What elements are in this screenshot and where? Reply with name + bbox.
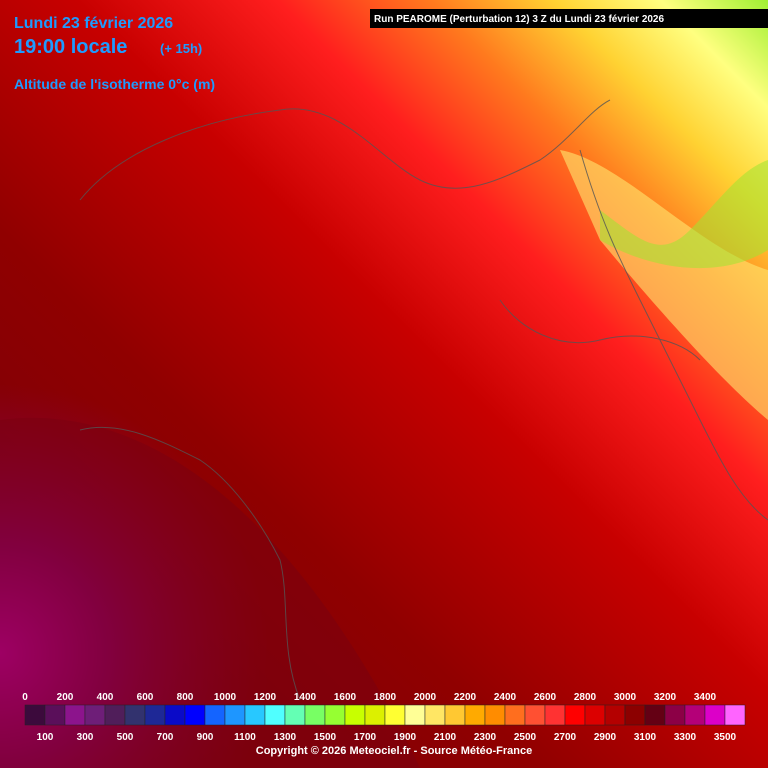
legend-swatch [64, 704, 86, 726]
legend-label: 900 [197, 732, 214, 743]
legend-label: 600 [137, 692, 154, 703]
legend-swatch [204, 704, 226, 726]
legend-swatch [184, 704, 206, 726]
legend-swatch [544, 704, 566, 726]
legend-swatch [704, 704, 726, 726]
legend-swatch [464, 704, 486, 726]
legend-label: 400 [97, 692, 114, 703]
legend-label: 3300 [674, 732, 697, 743]
legend-swatch [244, 704, 266, 726]
legend-label: 2000 [414, 692, 437, 703]
isotherm-band [600, 160, 768, 269]
legend-swatch [504, 704, 526, 726]
legend-swatch [684, 704, 706, 726]
offset: (+ 15h) [160, 41, 202, 56]
border [579, 149, 768, 521]
border [499, 299, 701, 361]
legend: 0 200 400 600 800 1000 1200 1400 1600 1800 2000 220… [22, 692, 746, 743]
legend-swatch [564, 704, 586, 726]
legend-label: 0 [22, 692, 28, 703]
legend-label: 1700 [354, 732, 377, 743]
legend-swatch [344, 704, 366, 726]
copyright: Copyright © 2026 Meteociel.fr - Source M… [256, 745, 532, 757]
coastline [79, 426, 301, 701]
legend-label: 200 [57, 692, 74, 703]
run-info: Run PEAROME (Perturbation 12) 3 Z du Lun… [374, 14, 664, 25]
legend-label: 3100 [634, 732, 657, 743]
legend-label: 1300 [274, 732, 297, 743]
isotherm-band [0, 417, 420, 768]
legend-label: 700 [157, 732, 174, 743]
legend-swatch [44, 704, 66, 726]
legend-swatch [484, 704, 506, 726]
time: 19:00 locale [14, 36, 127, 58]
legend-swatch [264, 704, 286, 726]
coastline [79, 99, 611, 201]
legend-label: 3500 [714, 732, 737, 743]
legend-label: 800 [177, 692, 194, 703]
legend-swatch [224, 704, 246, 726]
legend-swatch [424, 704, 446, 726]
legend-swatch [404, 704, 426, 726]
legend-swatch [104, 704, 126, 726]
legend-label: 3200 [654, 692, 677, 703]
legend-label: 2700 [554, 732, 577, 743]
legend-swatch [644, 704, 666, 726]
legend-label: 1200 [254, 692, 277, 703]
legend-swatch [164, 704, 186, 726]
legend-label: 300 [77, 732, 94, 743]
legend-label: 1800 [374, 692, 397, 703]
legend-swatch [364, 704, 386, 726]
legend-label: 2300 [474, 732, 497, 743]
legend-swatch [664, 704, 686, 726]
legend-label: 3000 [614, 692, 637, 703]
legend-swatch [84, 704, 106, 726]
legend-label: 3400 [694, 692, 717, 703]
legend-label: 1900 [394, 732, 417, 743]
legend-swatch [384, 704, 406, 726]
legend-label: 1400 [294, 692, 317, 703]
legend-swatch [124, 704, 146, 726]
legend-swatch [284, 704, 306, 726]
legend-swatch [304, 704, 326, 726]
run-box [370, 9, 768, 28]
legend-label: 100 [37, 732, 54, 743]
legend-label: 1100 [234, 732, 256, 743]
legend-label: 1000 [214, 692, 237, 703]
legend-label: 2100 [434, 732, 457, 743]
legend-label: 2200 [454, 692, 477, 703]
legend-label: 2400 [494, 692, 517, 703]
parameter: Altitude de l'isotherme 0°c (m) [14, 76, 215, 92]
legend-label: 2900 [594, 732, 617, 743]
legend-swatch [584, 704, 606, 726]
legend-label: 1500 [314, 732, 337, 743]
legend-label: 2800 [574, 692, 597, 703]
isotherm-band [560, 150, 768, 420]
legend-swatch [524, 704, 546, 726]
legend-swatch [604, 704, 626, 726]
legend-label: 2600 [534, 692, 557, 703]
legend-label: 1600 [334, 692, 357, 703]
legend-swatch [444, 704, 466, 726]
legend-label: 500 [117, 732, 134, 743]
legend-swatch [144, 704, 166, 726]
legend-swatch [324, 704, 346, 726]
legend-label: 2500 [514, 732, 537, 743]
borders [79, 99, 768, 701]
legend-swatch [24, 704, 46, 726]
legend-swatch [724, 704, 746, 726]
date: Lundi 23 février 2026 [14, 15, 173, 32]
legend-swatch [624, 704, 646, 726]
